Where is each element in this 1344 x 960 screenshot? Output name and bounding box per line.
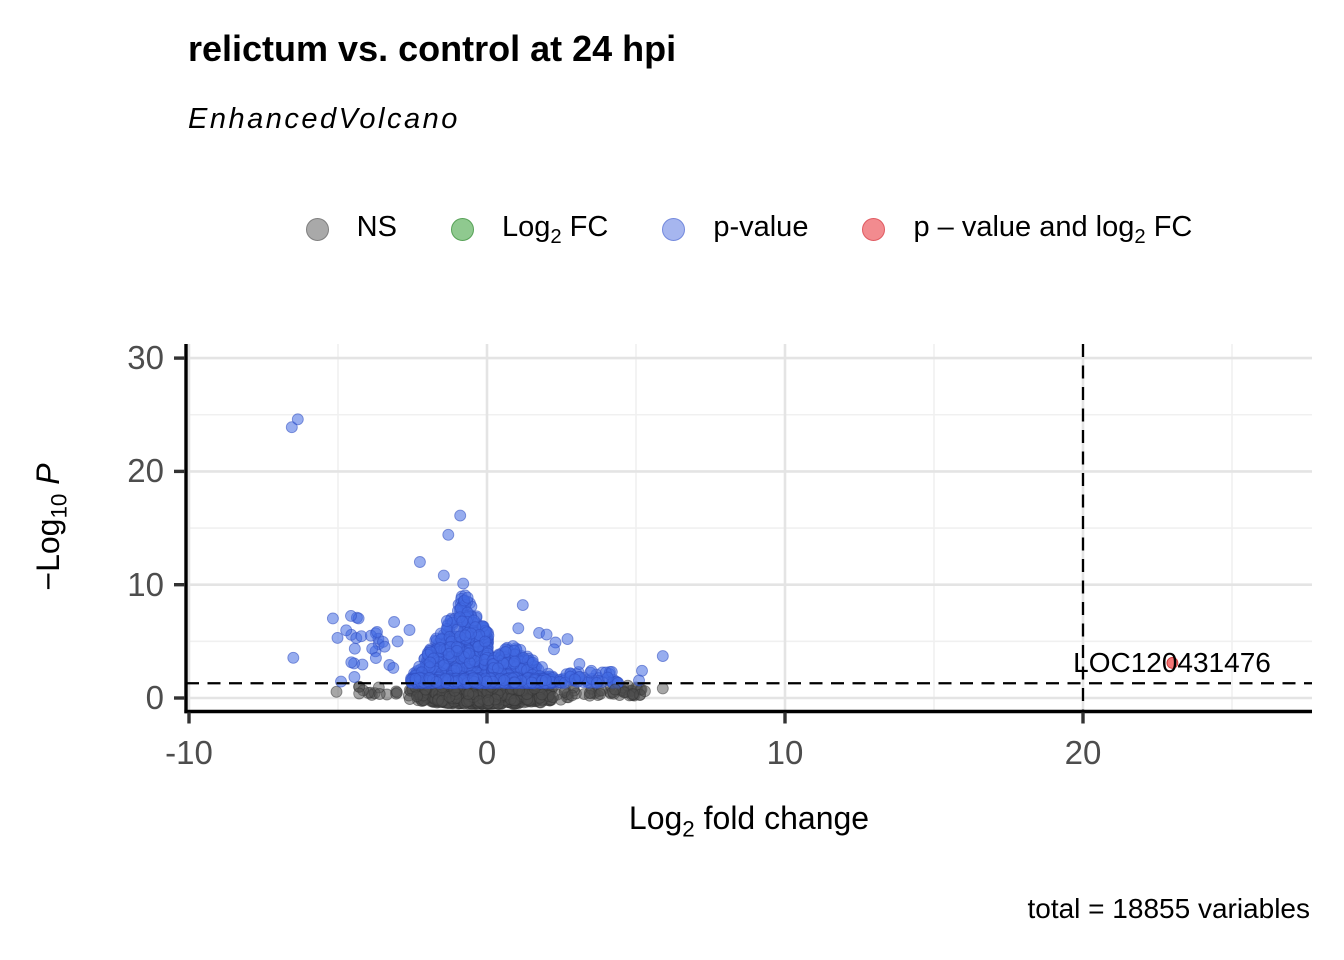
y-tick-label-30: 30 — [127, 339, 164, 376]
legend-label-pvalue: p-value — [713, 211, 809, 244]
x-tick-label-10: 10 — [766, 734, 804, 771]
log2fc-point-icon — [450, 218, 474, 242]
y-tick-label-10: 10 — [127, 566, 164, 603]
legend-item-log2fc: Log2 FC — [450, 211, 609, 249]
legend-label-ns: NS — [356, 211, 397, 244]
y-axis-title: −Log10 P — [30, 463, 72, 591]
legend: NS Log2 FC p-value p – value and log2 FC — [186, 204, 1312, 256]
x-tick-label-20: 20 — [1064, 734, 1102, 771]
caption-total-variables: total = 18855 variables — [1027, 893, 1310, 924]
x-tick-label-0: 0 — [477, 734, 497, 771]
pvalue-point-icon — [662, 218, 686, 242]
axis-tick-marks — [174, 356, 1085, 724]
legend-item-pvalue-and-log2fc: p – value and log2 FC — [862, 211, 1192, 249]
x-tick-label-neg10: -10 — [165, 734, 213, 771]
y-tick-label-20: 20 — [127, 452, 164, 489]
legend-label-pvalue-and-log2fc: p – value and log2 FC — [913, 211, 1193, 248]
ns-point-icon — [305, 218, 329, 242]
threshold-cutoff-lines — [186, 344, 1312, 712]
legend-item-pvalue: p-value — [662, 211, 808, 249]
legend-label-log2fc: Log2 FC — [501, 211, 609, 248]
legend-item-ns: NS — [305, 211, 397, 249]
y-tick-label-0: 0 — [145, 679, 164, 716]
x-axis-title: Log2 fold change — [628, 800, 870, 842]
gene-label: LOC120431476 — [1073, 647, 1271, 678]
pvalue-and-log2fc-point-icon — [862, 218, 886, 242]
axis-lines — [184, 344, 1312, 714]
plot-subtitle: EnhancedVolcano — [188, 103, 460, 135]
plot-title: relictum vs. control at 24 hpi — [188, 28, 677, 69]
